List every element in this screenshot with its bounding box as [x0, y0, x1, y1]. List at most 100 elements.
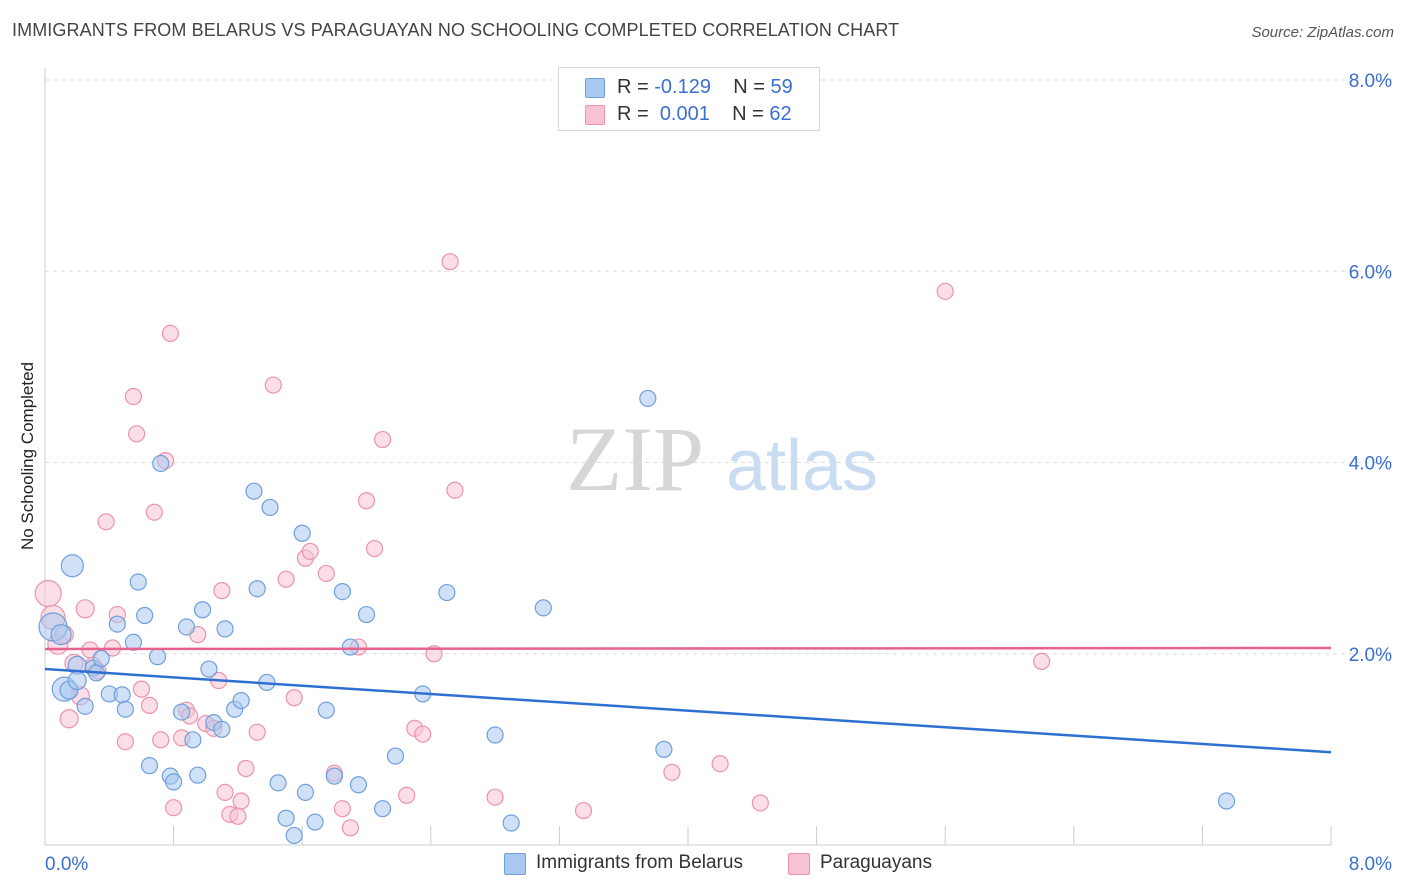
paraguay-point [301, 542, 319, 561]
belarus-point [1217, 792, 1236, 810]
belarus-trend-line [44, 667, 1332, 754]
y-tick-label: 4.0% [1349, 454, 1392, 475]
belarus-point [200, 660, 218, 678]
belarus-point [108, 615, 126, 633]
paraguay-r-value: 0.001 [659, 103, 710, 125]
belarus-point [113, 686, 131, 704]
paraguay-legend-label: Paraguayans [820, 852, 932, 873]
paraguay-point [237, 759, 255, 778]
paraguay-point [97, 513, 115, 531]
paraguay-point [936, 282, 954, 300]
belarus-point [486, 726, 504, 744]
paraguay-point [264, 376, 282, 394]
paraguay-point [145, 503, 163, 521]
paraguay-legend-swatch [788, 853, 810, 875]
paraguay-point [373, 430, 392, 449]
belarus-point [269, 774, 287, 792]
paraguay-point [59, 709, 79, 729]
r-label: R = [617, 76, 649, 98]
belarus-point [248, 580, 266, 598]
paraguay-point [128, 425, 146, 443]
paraguay-point [248, 723, 266, 741]
belarus-legend-swatch [504, 853, 526, 875]
belarus-r-value: -0.129 [654, 76, 711, 98]
belarus-point [655, 740, 673, 758]
belarus-point [325, 767, 343, 785]
paraguay-point [229, 807, 247, 825]
paraguay-point [365, 539, 384, 558]
x-tick-label: 8.0% [1349, 854, 1392, 875]
paraguay-point [161, 324, 179, 343]
belarus-point [349, 776, 368, 794]
belarus-point [92, 649, 110, 668]
belarus-point [140, 757, 159, 775]
belarus-point [306, 813, 324, 831]
belarus-point [165, 773, 183, 791]
paraguay-point [574, 801, 593, 820]
paraguay-trend-line [44, 646, 1332, 651]
belarus-point [296, 783, 315, 802]
belarus-point [193, 601, 212, 619]
paraguay-point [213, 582, 231, 600]
belarus-point [534, 599, 552, 617]
belarus-point [173, 703, 191, 721]
belarus-point [502, 814, 520, 832]
belarus-point [148, 648, 167, 666]
belarus-point [129, 573, 147, 591]
trend-lines [44, 646, 1332, 754]
belarus-swatch [585, 78, 605, 98]
belarus-point [293, 524, 311, 542]
y-tick-label: 6.0% [1349, 262, 1392, 283]
belarus-point [285, 826, 303, 845]
belarus-legend-label: Immigrants from Belarus [536, 852, 743, 873]
belarus-point [177, 618, 196, 636]
paraguay-point [124, 387, 143, 406]
paraguay-point [486, 788, 504, 806]
paraguay-point [711, 755, 729, 773]
watermark-atlas: atlas [726, 426, 878, 506]
paraguay-swatch [585, 105, 605, 125]
belarus-point [245, 482, 263, 500]
belarus-point [639, 389, 657, 408]
paraguay-point [277, 570, 295, 588]
belarus-point [333, 582, 351, 601]
belarus-point [277, 809, 295, 827]
x-tick-label: 0.0% [45, 854, 88, 875]
watermark-zip: ZIP [566, 408, 704, 510]
paraguay-point [75, 599, 95, 619]
paraguay-point [34, 579, 62, 608]
belarus-point [152, 454, 170, 473]
paraguay-n-value: 62 [769, 103, 792, 125]
paraguay-point [398, 786, 416, 804]
paraguay-point [152, 731, 170, 749]
r-label: R = [617, 103, 649, 125]
paraguay-point [140, 696, 159, 714]
paraguay-point [414, 725, 432, 743]
paraguay-point [317, 564, 335, 583]
paraguay-point [232, 792, 250, 810]
belarus-point [184, 731, 202, 749]
paraguay-point [116, 733, 134, 751]
paraguay-point [751, 794, 769, 812]
n-label: N = [732, 103, 764, 125]
belarus-point [189, 766, 207, 784]
belarus-n-value: 59 [770, 76, 793, 98]
paraguay-point [357, 492, 376, 510]
belarus-point [60, 554, 84, 578]
belarus-point [232, 692, 250, 710]
belarus-point [116, 700, 134, 718]
belarus-point [124, 633, 143, 651]
belarus-point [438, 583, 456, 602]
paraguay-point [216, 783, 234, 802]
belarus-point [261, 498, 279, 517]
paraguay-point [441, 253, 459, 271]
belarus-point [341, 638, 360, 656]
belarus-point [373, 800, 392, 818]
belarus-point [50, 624, 72, 646]
grid-lines [45, 79, 1392, 655]
paraguayans-points [34, 253, 1051, 837]
paraguay-point [663, 763, 681, 781]
n-label: N = [733, 76, 765, 98]
paraguay-point [341, 819, 360, 837]
belarus-point [213, 720, 231, 738]
